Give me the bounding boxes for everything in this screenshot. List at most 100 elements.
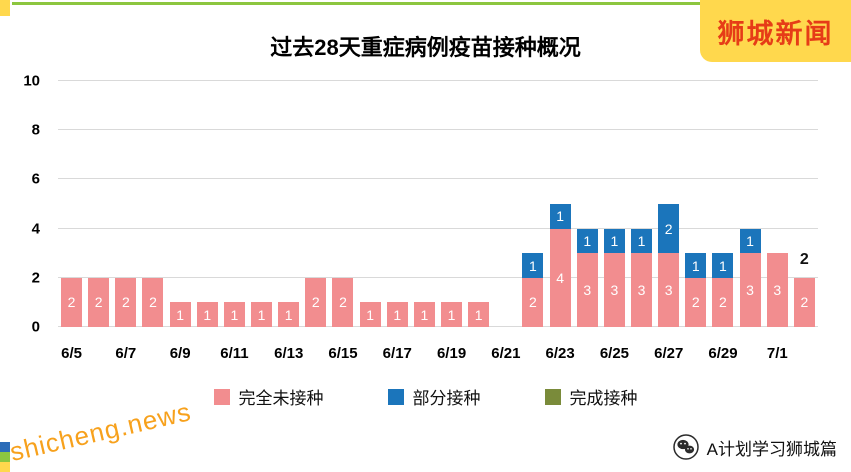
x-axis: 6/5 6/7 6/9 6/11 6/13 6/15 6/17 6/19 6/21 6/23 6/2…: [58, 345, 818, 367]
bar-segment-value: 2: [529, 294, 537, 311]
bar-segment: 3: [739, 253, 761, 327]
bar-segment-value: 1: [257, 306, 266, 323]
bar-stack: 2: [88, 277, 110, 327]
bar-6/7: 2: [112, 81, 139, 327]
bar-segment: 1: [549, 204, 571, 229]
bar-6/8: 2: [139, 81, 166, 327]
bar-6/16: 1: [357, 81, 384, 327]
attribution: A计划学习狮城篇: [672, 434, 837, 460]
x-tick-label: 6/27: [654, 345, 684, 362]
x-tick-label: 6/25: [599, 345, 630, 362]
bar-segment-value: 1: [746, 232, 754, 249]
bar-stack: 1: [413, 302, 435, 327]
bar-stack: 2: [332, 277, 354, 327]
bar-segment: 1: [712, 253, 734, 278]
bar-segment: 1: [631, 228, 653, 254]
bar-segment-value: 2: [664, 220, 673, 237]
bar-segment: 2: [522, 277, 544, 327]
bar-stack: 1: [468, 302, 490, 327]
x-tick-label: 6/7: [115, 345, 137, 362]
corner-decor: [0, 442, 10, 472]
x-tick-label: 6/9: [169, 345, 191, 362]
bar-6/21: [492, 81, 519, 327]
bar-6/13: 1: [275, 81, 302, 327]
bar-stack: 1: [441, 302, 463, 327]
y-axis: 0 2 4 6 8 10: [0, 73, 48, 336]
attribution-text: A计划学习狮城篇: [706, 439, 837, 459]
bar-segment: 2: [658, 204, 680, 254]
legend-item: 完成接种: [544, 384, 638, 409]
gridline: [58, 227, 818, 229]
legend-item: 完全未接种: [213, 384, 324, 409]
bar-6/17: 1: [384, 81, 411, 327]
x-tick-label: 6/5: [61, 345, 82, 362]
bar-segment: 1: [196, 302, 218, 327]
bar-segment-value: 2: [67, 294, 76, 311]
x-tick-label: 6/11: [220, 345, 249, 362]
bar-segment-value: 1: [447, 306, 456, 323]
bar-segment: 1: [603, 228, 625, 254]
bar-stack: 2: [305, 277, 327, 327]
y-tick-label: 0: [31, 318, 40, 336]
x-tick-label: 6/13: [274, 345, 304, 362]
bar-segment-value: 3: [637, 282, 646, 299]
legend-swatch: [544, 388, 561, 405]
bar-6/14: 2: [302, 81, 329, 327]
bar-segment: 3: [576, 253, 598, 327]
bar-segment-value: 1: [284, 306, 293, 323]
bar-6/12: 1: [248, 81, 275, 327]
bar-6/10: 1: [194, 81, 221, 327]
y-tick-label: 10: [23, 72, 40, 90]
bar-segment-value: 3: [664, 282, 673, 299]
bar-6/20: 1: [465, 81, 492, 327]
bar-segment-value: 1: [719, 257, 727, 274]
legend-swatch: [213, 388, 230, 405]
bar-6/6: 2: [85, 81, 112, 327]
bar-segment: 3: [658, 253, 680, 327]
bar-6/15: 2: [329, 81, 356, 327]
bar-segment: 3: [766, 253, 788, 327]
bar-segment-value: 1: [529, 257, 537, 274]
y-tick-label: 4: [31, 220, 40, 238]
gridline: [58, 326, 818, 327]
bar-segment-value: 1: [366, 306, 374, 323]
bar-segment-value: 2: [94, 294, 103, 311]
gridline: [58, 80, 818, 81]
bar-segment: 4: [549, 228, 571, 327]
bar-segment: 1: [386, 302, 408, 327]
legend-item: 部分接种: [387, 384, 481, 409]
x-tick-label: 6/23: [545, 345, 575, 362]
bar-stack: 1: [169, 302, 191, 327]
gridlines: [58, 80, 818, 327]
bar-segment: 2: [305, 277, 327, 327]
bar-segment-value: 1: [556, 208, 564, 225]
bar-total-label: 2: [799, 250, 809, 268]
bar-segment-value: 1: [420, 306, 429, 323]
bar-segment: 1: [169, 302, 191, 327]
bar-segment-value: 2: [800, 294, 809, 311]
x-tick-label: 6/15: [328, 345, 358, 362]
bar-segment-value: 1: [691, 257, 700, 274]
corner-accent: [0, 0, 10, 16]
bar-6/18: 1: [411, 81, 438, 327]
bar-6/11: 1: [221, 81, 248, 327]
bar-segment: 1: [739, 228, 761, 254]
x-tick-label: 6/21: [491, 345, 521, 362]
x-tick-label: 6/29: [708, 345, 738, 362]
bar-7/1: 3: [764, 81, 791, 327]
bar-segment-value: 1: [637, 232, 646, 249]
bar-segment: 2: [793, 277, 815, 327]
bar-segment-value: 3: [746, 282, 754, 299]
